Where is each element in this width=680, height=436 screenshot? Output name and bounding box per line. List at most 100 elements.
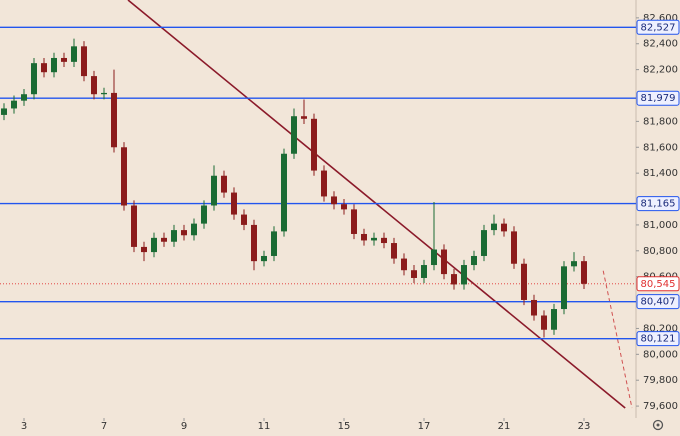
candle-body: [71, 46, 77, 62]
candle: [21, 89, 27, 106]
candle: [71, 38, 77, 68]
candle-body: [531, 299, 537, 316]
candle-body: [111, 92, 117, 148]
y-tick-label: 82,600: [643, 13, 678, 24]
candle-body: [41, 63, 47, 73]
candle: [541, 310, 547, 338]
candle: [531, 294, 537, 321]
candle-body: [381, 237, 387, 244]
x-tick-label: 15: [338, 421, 351, 432]
candle: [111, 69, 117, 153]
candle-body: [221, 175, 227, 193]
candle-body: [301, 116, 307, 119]
projection-line: [602, 270, 633, 409]
candle-body: [461, 265, 467, 285]
level-label-box: [636, 196, 680, 212]
candle: [231, 187, 237, 220]
last-price-box: [636, 276, 680, 292]
candle: [441, 244, 447, 280]
candle-body: [181, 230, 187, 236]
candle-body: [21, 94, 27, 101]
candle-body: [261, 255, 267, 262]
candle: [81, 41, 87, 82]
level-label: 81,979: [641, 93, 676, 104]
candle-body: [0, 108, 7, 115]
candle: [261, 250, 267, 267]
candle-body: [501, 223, 507, 232]
candle: [481, 224, 487, 262]
candle: [91, 70, 97, 100]
candle: [141, 241, 147, 262]
candle: [241, 209, 247, 231]
candle-body: [331, 196, 337, 205]
candle: [131, 200, 137, 253]
candle: [151, 232, 157, 258]
candle: [581, 255, 587, 289]
level-label-box: [636, 294, 680, 310]
candle-body: [551, 309, 557, 330]
candle-body: [581, 261, 587, 284]
candle-body: [561, 266, 567, 310]
level-label-box: [636, 331, 680, 347]
candle: [381, 232, 387, 249]
level-label: 80,407: [641, 297, 676, 308]
candle: [471, 250, 477, 271]
candle-body: [521, 263, 527, 300]
candle-body: [91, 76, 97, 95]
candle: [551, 303, 557, 335]
candle: [341, 199, 347, 215]
candle: [271, 226, 277, 262]
y-tick-label: 81,400: [643, 168, 678, 179]
candle-body: [571, 261, 577, 267]
candle: [41, 57, 47, 78]
candle-body: [171, 230, 177, 242]
candle: [251, 219, 257, 271]
candle-body: [481, 230, 487, 256]
candle: [201, 200, 207, 229]
candle: [451, 268, 457, 290]
candle-body: [211, 175, 217, 206]
candle: [371, 232, 377, 246]
candle-body: [241, 214, 247, 225]
gear-center: [656, 423, 660, 427]
y-tick-label: 81,600: [643, 142, 678, 153]
x-tick-label: 21: [498, 421, 511, 432]
candle-body: [371, 237, 377, 241]
level-label: 80,121: [641, 334, 676, 345]
candle-body: [201, 205, 207, 224]
candle-body: [81, 46, 87, 77]
candle-body: [251, 224, 257, 262]
candle-body: [431, 249, 437, 266]
candle: [51, 52, 57, 78]
y-tick-label: 80,800: [643, 246, 678, 257]
candle-body: [471, 255, 477, 266]
candle-body: [361, 233, 367, 241]
level-label: 82,527: [641, 22, 676, 33]
candle: [351, 204, 357, 240]
candle: [401, 253, 407, 276]
y-tick-label: 79,800: [643, 375, 678, 386]
candle-body: [121, 147, 127, 206]
candle: [101, 87, 107, 100]
last-price-label: 80,545: [641, 279, 676, 290]
x-tick-label: 23: [578, 421, 591, 432]
settings-icon[interactable]: [652, 419, 664, 431]
gear[interactable]: [652, 419, 664, 431]
candle-body: [11, 100, 17, 109]
candle: [511, 226, 517, 269]
candle: [331, 191, 337, 210]
candle-body: [31, 63, 37, 95]
candle-body: [141, 246, 147, 253]
candle: [301, 99, 307, 124]
y-tick-label: 79,600: [643, 401, 678, 412]
candle-body: [191, 223, 197, 236]
y-tick-label: 81,000: [643, 220, 678, 231]
candle-body: [61, 57, 67, 62]
candle-body: [281, 153, 287, 232]
candle: [501, 218, 507, 237]
candle: [571, 252, 577, 272]
candle-body: [451, 274, 457, 285]
level-label-box: [636, 19, 680, 35]
candle-body: [391, 243, 397, 259]
